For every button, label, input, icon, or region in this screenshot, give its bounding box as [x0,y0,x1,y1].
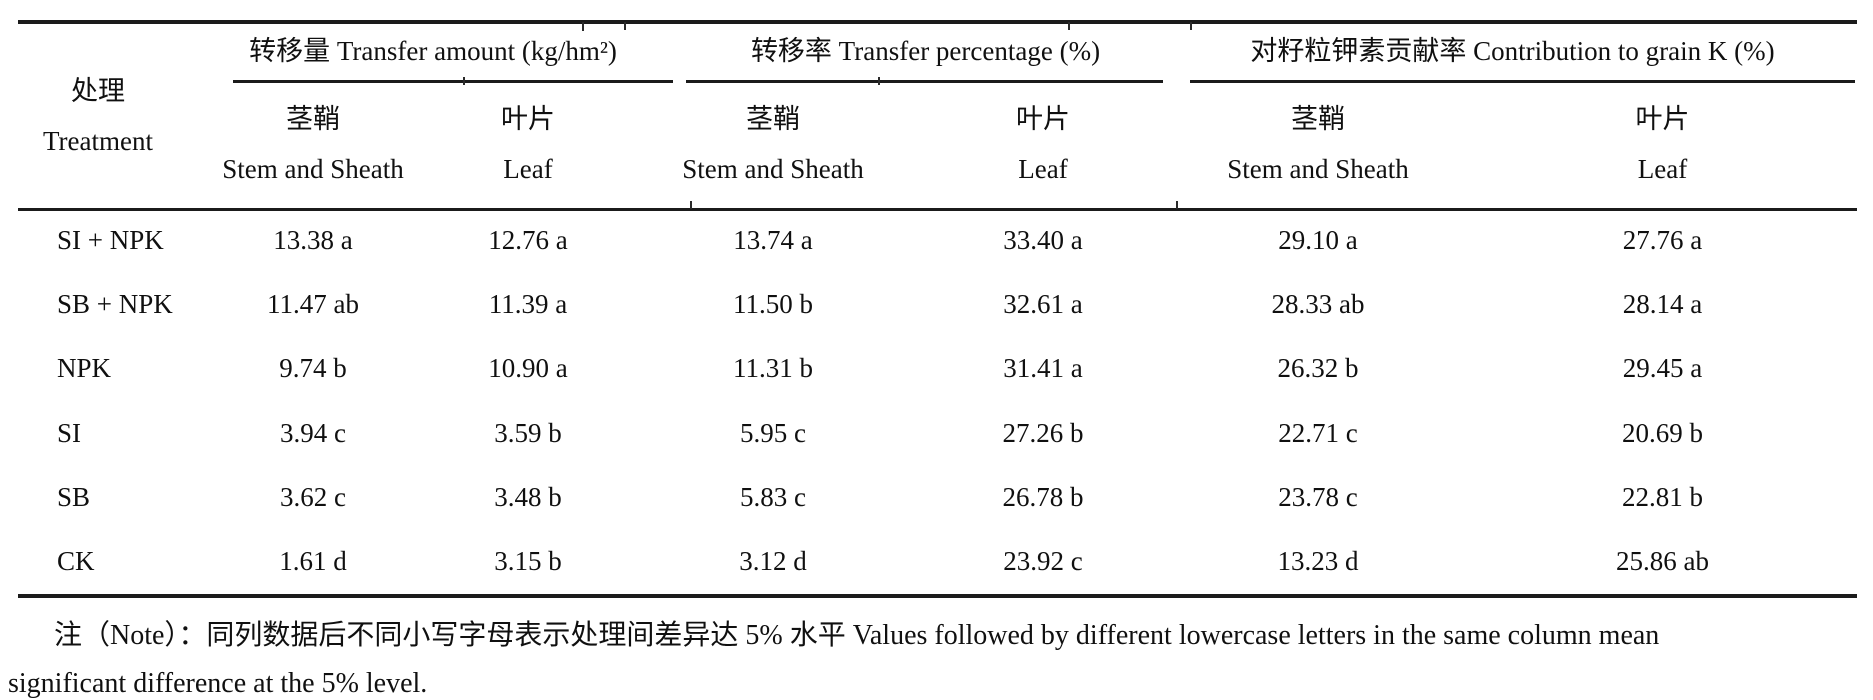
value-cell: 3.62 c [280,481,346,512]
group2-underline [686,80,1163,83]
subheader-leaf-zh: 叶片 [1016,104,1070,134]
value-cell: 23.92 c [1003,546,1083,577]
value-cell: 13.23 d [1277,546,1359,577]
treatment-header-zh: 处理 [71,76,125,106]
value-cell: 23.78 c [1278,481,1358,512]
table-row: CK 1.61 d 3.15 b 3.12 d 23.92 c 13.23 d … [18,529,1857,593]
subheader-leaf-en: Leaf [1018,154,1068,184]
value-cell: 3.59 b [494,417,562,448]
subheader-leaf-en: Leaf [1637,154,1688,184]
group-header-contribution-grain-k: 对籽粒钾素贡献率 Contribution to grain K (%) [1250,35,1775,66]
group3-underline [1190,80,1855,83]
table-border-tick [624,22,626,30]
value-cell: 26.32 b [1277,353,1359,384]
subheader-cell-stem: 茎鞘 Stem and Sheath [198,80,428,208]
value-cell: 26.78 b [1002,481,1084,512]
group-header-transfer-percentage: 转移率 Transfer percentage (%) [750,35,1101,66]
table-border-tick [582,22,584,31]
value-cell: 5.83 c [740,481,806,512]
value-cell: 12.76 a [488,224,568,255]
value-cell: 10.90 a [488,353,568,384]
value-cell: 11.39 a [488,288,568,319]
table-rule-under-header [18,208,1857,211]
table-rule-bottom [18,594,1857,598]
value-cell: 3.94 c [280,417,346,448]
value-cell: 13.74 a [733,224,813,255]
group1-underline [233,80,673,83]
treatment-header-cell: 处理 Treatment [18,24,198,208]
table-row: SB 3.62 c 3.48 b 5.83 c 26.78 b 23.78 c … [18,465,1857,529]
table-row: SI + NPK 13.38 a 12.76 a 13.74 a 33.40 a… [18,208,1857,272]
footnote-line-1: 注（Note）：同列数据后不同小写字母表示处理间差异达 5% 水平 Values… [54,620,1660,651]
subheader-stem-en: Stem and Sheath [1227,154,1409,184]
subheader-stem-zh: 茎鞘 [1291,104,1346,134]
sub-header-row: 茎鞘 Stem and Sheath 叶片 Leaf 茎鞘 Stem and S… [18,80,1857,208]
subheader-leaf-zh: 叶片 [1635,104,1690,134]
value-cell: 29.10 a [1278,224,1358,255]
footnote-line-2: significant difference at the 5% level. [8,668,428,699]
data-table: 处理 Treatment 转移量 Transfer amount (kg/hm²… [18,24,1857,594]
treatment-header-en: Treatment [43,126,153,156]
table-border-tick [1068,22,1070,30]
subheader-leaf-en: Leaf [503,154,553,184]
subheader-stem-zh: 茎鞘 [286,104,340,134]
table-rule-top [18,20,1857,24]
value-cell: 22.71 c [1278,417,1358,448]
value-cell: 11.31 b [733,353,813,384]
value-cell: 3.15 b [494,546,562,577]
value-cell: 5.95 c [740,417,806,448]
value-cell: 22.81 b [1622,481,1704,512]
value-cell: 25.86 ab [1616,546,1709,577]
treatment-cell: SB [57,481,91,512]
group-header-transfer-amount: 转移量 Transfer amount (kg/hm²) [249,35,617,66]
value-cell: 28.33 ab [1271,288,1365,319]
table-border-tick [463,77,465,85]
table-border-tick [690,201,692,209]
treatment-cell: SI + NPK [57,224,164,255]
table-border-tick [1190,22,1192,30]
subheader-cell-leaf: 叶片 Leaf [1468,80,1857,208]
table-row: SB + NPK 11.47 ab 11.39 a 11.50 b 32.61 … [18,272,1857,336]
value-cell: 28.14 a [1622,288,1703,319]
table-footnote: 注（Note）：同列数据后不同小写字母表示处理间差异达 5% 水平 Values… [8,612,1864,700]
treatment-cell: NPK [57,353,112,384]
value-cell: 13.38 a [273,224,353,255]
value-cell: 27.26 b [1002,417,1084,448]
subheader-stem-zh: 茎鞘 [746,104,800,134]
subheader-stem-en: Stem and Sheath [682,154,864,184]
value-cell: 20.69 b [1622,417,1704,448]
value-cell: 11.47 ab [267,288,359,319]
subheader-stem-en: Stem and Sheath [222,154,404,184]
value-cell: 32.61 a [1003,288,1083,319]
table-row: SI 3.94 c 3.59 b 5.95 c 27.26 b 22.71 c … [18,401,1857,465]
value-cell: 29.45 a [1622,353,1703,384]
value-cell: 9.74 b [279,353,347,384]
treatment-cell: SB + NPK [57,288,173,319]
table-row: NPK 9.74 b 10.90 a 11.31 b 31.41 a 26.32… [18,337,1857,401]
table-border-tick [1176,201,1178,209]
value-cell: 3.12 d [739,546,807,577]
subheader-leaf-zh: 叶片 [501,104,555,134]
table-border-tick [878,77,880,85]
value-cell: 11.50 b [733,288,813,319]
value-cell: 3.48 b [494,481,562,512]
value-cell: 1.61 d [279,546,347,577]
treatment-cell: CK [57,546,95,577]
value-cell: 27.76 a [1622,224,1703,255]
value-cell: 31.41 a [1003,353,1083,384]
subheader-cell-stem: 茎鞘 Stem and Sheath [1168,80,1468,208]
subheader-cell-leaf: 叶片 Leaf [428,80,628,208]
value-cell: 33.40 a [1003,224,1083,255]
subheader-cell-stem: 茎鞘 Stem and Sheath [628,80,918,208]
subheader-cell-leaf: 叶片 Leaf [918,80,1168,208]
group-header-row: 处理 Treatment 转移量 Transfer amount (kg/hm²… [18,24,1857,157]
treatment-cell: SI [57,417,82,448]
